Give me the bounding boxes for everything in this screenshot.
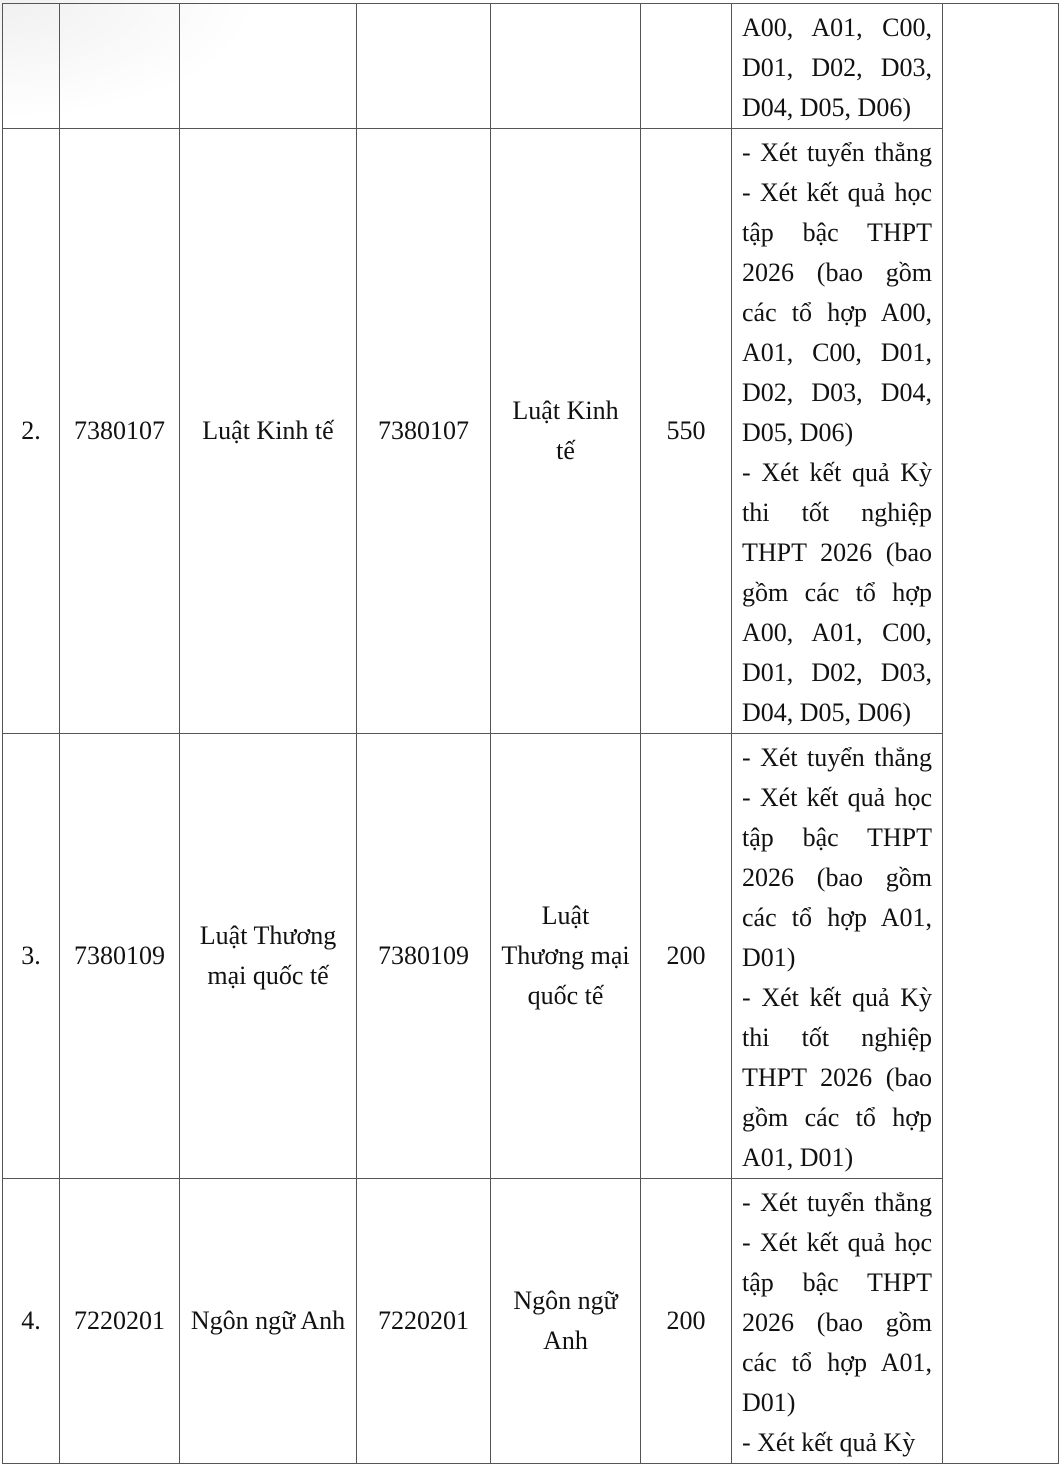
method-line: thi tốt nghiệp <box>742 498 932 527</box>
admission-method-cell: - Xét tuyển thẳng - Xét kết quả học tập bậ… <box>731 733 943 1179</box>
program-name-cell: Ngôn ngữ Anh <box>179 1178 357 1464</box>
program-name-cell: Luật Kinh tế <box>179 128 357 734</box>
method-line: A00, A01, C00, <box>742 13 932 42</box>
row-number-cell: 3. <box>2 733 60 1179</box>
method-line: 2026 (bao gồm <box>742 863 932 892</box>
method-line: - Xét tuyển thẳng <box>742 138 932 167</box>
method-line: tập bậc THPT <box>742 1268 932 1297</box>
major-code-cell: 7220201 <box>356 1178 491 1464</box>
major-name-cell: Luật Kinh tế <box>490 128 641 734</box>
program-name-cell <box>179 3 357 129</box>
method-line: tập bậc THPT <box>742 218 932 247</box>
method-line: - Xét tuyển thẳng <box>742 1188 932 1217</box>
table-row: A00, A01, C00, D01, D02, D03, D04, D05, D0… <box>2 3 1059 1464</box>
quota-cell: 550 <box>640 128 732 734</box>
major-code-cell <box>356 3 491 129</box>
quota-cell: 200 <box>640 733 732 1179</box>
major-code-cell: 7380109 <box>356 733 491 1179</box>
quota-cell: 200 <box>640 1178 732 1464</box>
program-code-cell <box>59 3 180 129</box>
table-row: 2. 7380107 Luật Kinh tế 7380107 Luật Kinh tế… <box>2 128 1059 734</box>
method-line: THPT 2026 (bao <box>742 538 932 567</box>
method-line: gồm các tổ hợp <box>742 578 932 607</box>
method-line: D04, D05, D06) <box>742 698 911 727</box>
admission-method-cell: A00, A01, C00, D01, D02, D03, D04, D05, D0… <box>731 3 943 129</box>
method-line: D02, D03, D04, <box>742 378 932 407</box>
quota-cell <box>640 3 732 129</box>
method-line: A00, A01, C00, <box>742 618 932 647</box>
method-line: 2026 (bao gồm <box>742 1308 932 1337</box>
notes-cell <box>942 3 1059 1464</box>
method-line: thi tốt nghiệp <box>742 1023 932 1052</box>
program-name-cell: Luật Thương mại quốc tế <box>179 733 357 1179</box>
program-code-cell: 7380107 <box>59 128 180 734</box>
method-line: D01, D02, D03, <box>742 53 932 82</box>
row-number-cell <box>2 3 60 129</box>
method-line: THPT 2026 (bao <box>742 1063 932 1092</box>
method-line: - Xét kết quả học <box>742 783 932 812</box>
method-line: tập bậc THPT <box>742 823 932 852</box>
major-name-cell: Ngôn ngữ Anh <box>490 1178 641 1464</box>
method-line: - Xét kết quả học <box>742 178 932 207</box>
method-line: D05, D06) <box>742 418 854 447</box>
method-line: - Xét kết quả Kỳ <box>742 983 932 1012</box>
method-line: A01, D01) <box>742 1143 854 1172</box>
row-number-cell: 2. <box>2 128 60 734</box>
method-line: D04, D05, D06) <box>742 93 911 122</box>
table-row: 3. 7380109 Luật Thương mại quốc tế 7380109 L… <box>2 733 1059 1179</box>
major-name-cell: Luật Thương mại quốc tế <box>490 733 641 1179</box>
method-line: gồm các tổ hợp <box>742 1103 932 1132</box>
program-code-cell: 7380109 <box>59 733 180 1179</box>
method-line: A01, C00, D01, <box>742 338 932 367</box>
method-line: D01) <box>742 943 796 972</box>
method-line: D01) <box>742 1388 796 1417</box>
method-line: các tổ hợp A01, <box>742 903 932 932</box>
table-row: 4. 7220201 Ngôn ngữ Anh 7220201 Ngôn ngữ Anh… <box>2 1178 1059 1464</box>
method-line: các tổ hợp A00, <box>742 298 932 327</box>
program-code-cell: 7220201 <box>59 1178 180 1464</box>
admission-method-cell: - Xét tuyển thẳng - Xét kết quả học tập bậ… <box>731 128 943 734</box>
method-line: - Xét kết quả học <box>742 1228 932 1257</box>
row-number-cell: 4. <box>2 1178 60 1464</box>
method-line: D01, D02, D03, <box>742 658 932 687</box>
admission-method-cell: - Xét tuyển thẳng - Xét kết quả học tập bậ… <box>731 1178 943 1464</box>
method-line: - Xét kết quả Kỳ <box>742 458 932 487</box>
method-line: - Xét tuyển thẳng <box>742 743 932 772</box>
major-code-cell: 7380107 <box>356 128 491 734</box>
method-line: các tổ hợp A01, <box>742 1348 932 1377</box>
major-name-cell <box>490 3 641 129</box>
method-line: 2026 (bao gồm <box>742 258 932 287</box>
admission-table: A00, A01, C00, D01, D02, D03, D04, D05, D0… <box>2 3 1059 1464</box>
method-line: - Xét kết quả Kỳ <box>742 1428 916 1457</box>
